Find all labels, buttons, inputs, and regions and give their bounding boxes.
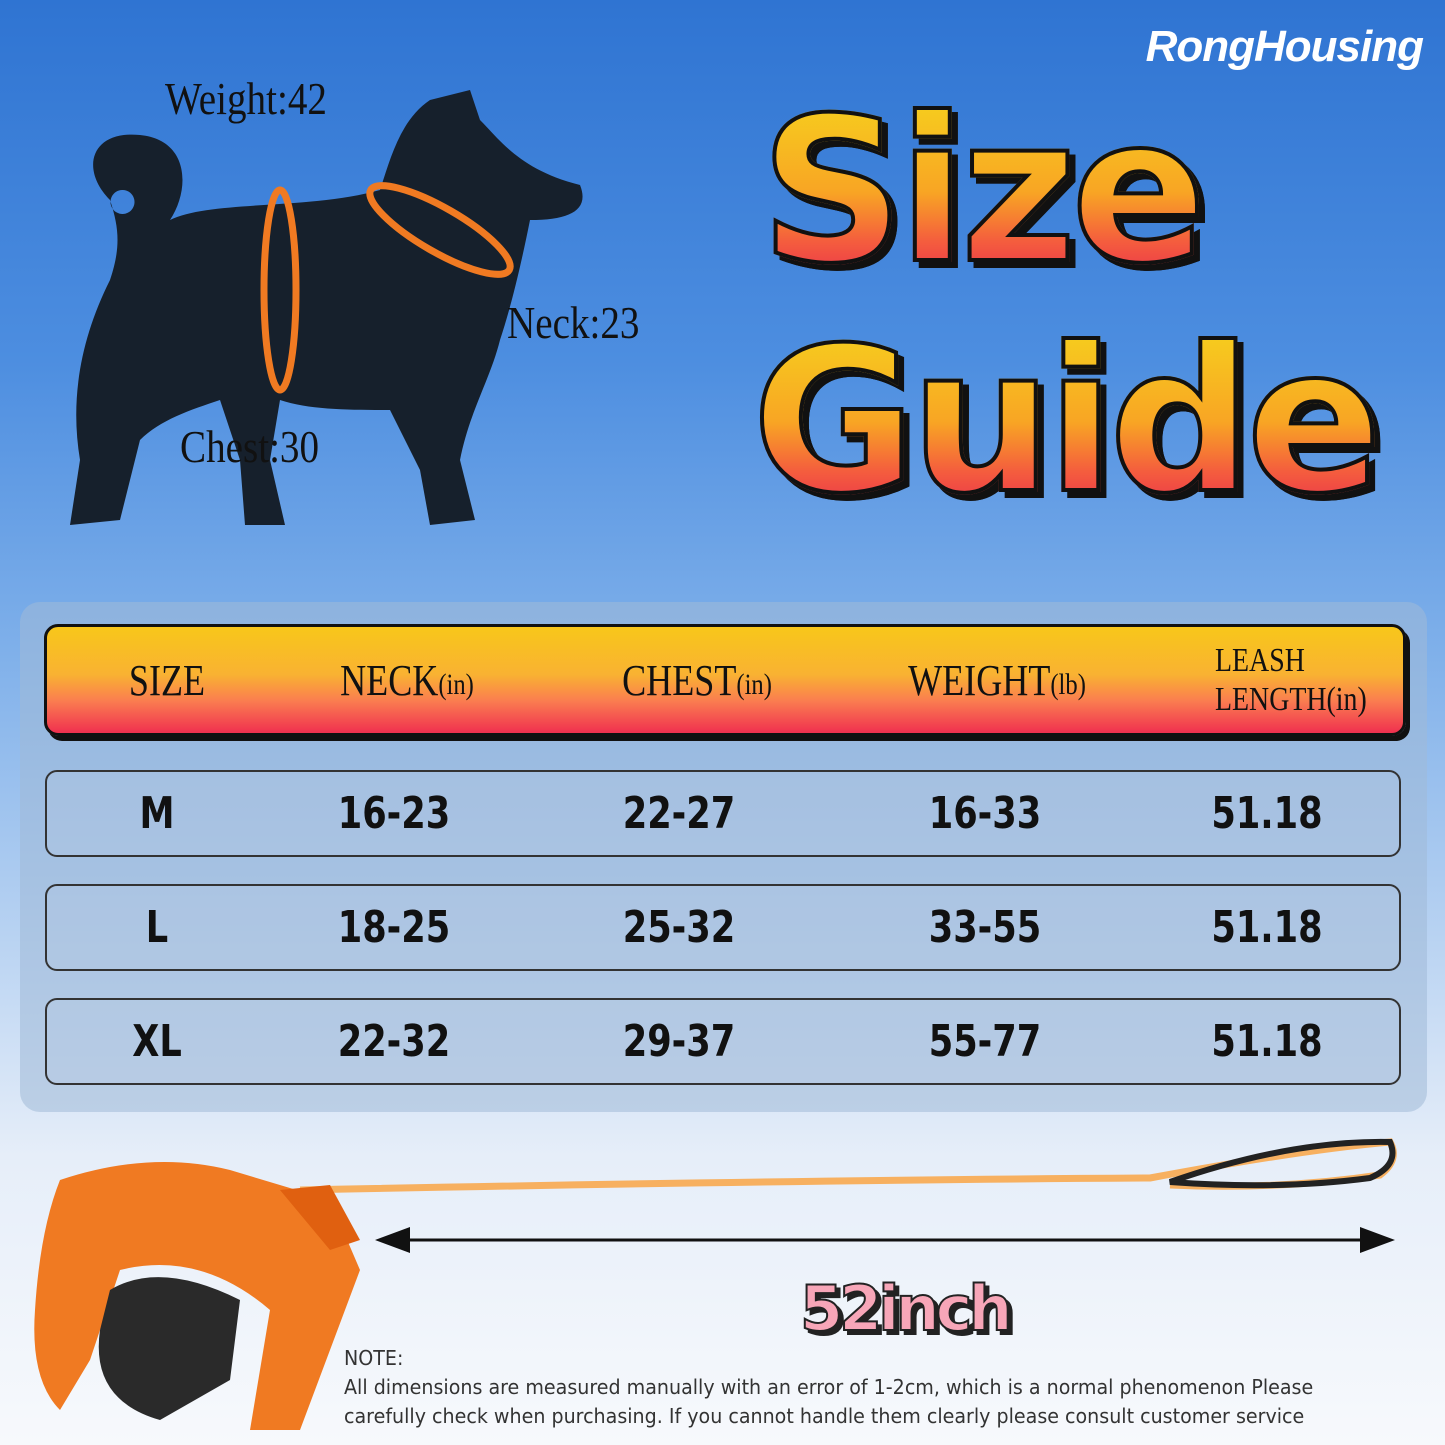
dog-silhouette	[70, 90, 583, 525]
length-arrow	[375, 1227, 1395, 1253]
cell-neck: 18-25	[337, 902, 451, 953]
header-neck: NECK (in)	[340, 655, 474, 705]
table-header: SIZE NECK (in) CHEST (in) WEIGHT (lb) LEASH…	[44, 624, 1406, 736]
note: NOTE: All dimensions are measured manual…	[344, 1344, 1313, 1431]
note-line-2: carefully check when purchasing. If you …	[344, 1404, 1305, 1428]
cell-weight: 16-33	[928, 788, 1042, 839]
note-line-1: All dimensions are measured manually wit…	[344, 1375, 1314, 1399]
title-guide: Guide	[750, 305, 1384, 538]
cell-chest: 22-27	[622, 788, 736, 839]
table-row: M 16-23 22-27 16-33 51.18	[45, 770, 1401, 857]
header-leash-length: LEASH LENGTH(in)	[1215, 641, 1367, 718]
harness-leash-image	[34, 1138, 1397, 1430]
dog-neck-label: Neck:23	[507, 297, 640, 348]
chest-ring	[260, 186, 300, 394]
title-size: Size	[758, 75, 1209, 308]
note-label: NOTE:	[344, 1346, 404, 1370]
header-weight: WEIGHT (lb)	[908, 655, 1086, 705]
cell-chest: 25-32	[622, 902, 736, 953]
cell-size: XL	[132, 1016, 182, 1067]
cell-leash-length: 51.18	[1211, 902, 1323, 953]
cell-weight: 33-55	[928, 902, 1042, 953]
table-row: XL 22-32 29-37 55-77 51.18	[45, 998, 1401, 1085]
cell-weight: 55-77	[928, 1016, 1042, 1067]
cell-neck: 22-32	[337, 1016, 451, 1067]
cell-leash-length: 51.18	[1211, 1016, 1323, 1067]
header-chest: CHEST (in)	[622, 655, 772, 705]
cell-size: L	[145, 902, 169, 953]
dog-chest-label: Chest:30	[180, 421, 320, 472]
cell-size: M	[139, 788, 175, 839]
header-size: SIZE	[128, 655, 206, 705]
table-row: L 18-25 25-32 33-55 51.18	[45, 884, 1401, 971]
brand-logo: RongHousing	[1145, 22, 1424, 71]
cell-neck: 16-23	[337, 788, 451, 839]
cell-chest: 29-37	[622, 1016, 736, 1067]
cell-leash-length: 51.18	[1211, 788, 1323, 839]
dog-weight-label: Weight:42	[165, 73, 327, 124]
neck-ring	[366, 182, 514, 278]
leash-length-label: 52inch	[799, 1271, 1014, 1346]
